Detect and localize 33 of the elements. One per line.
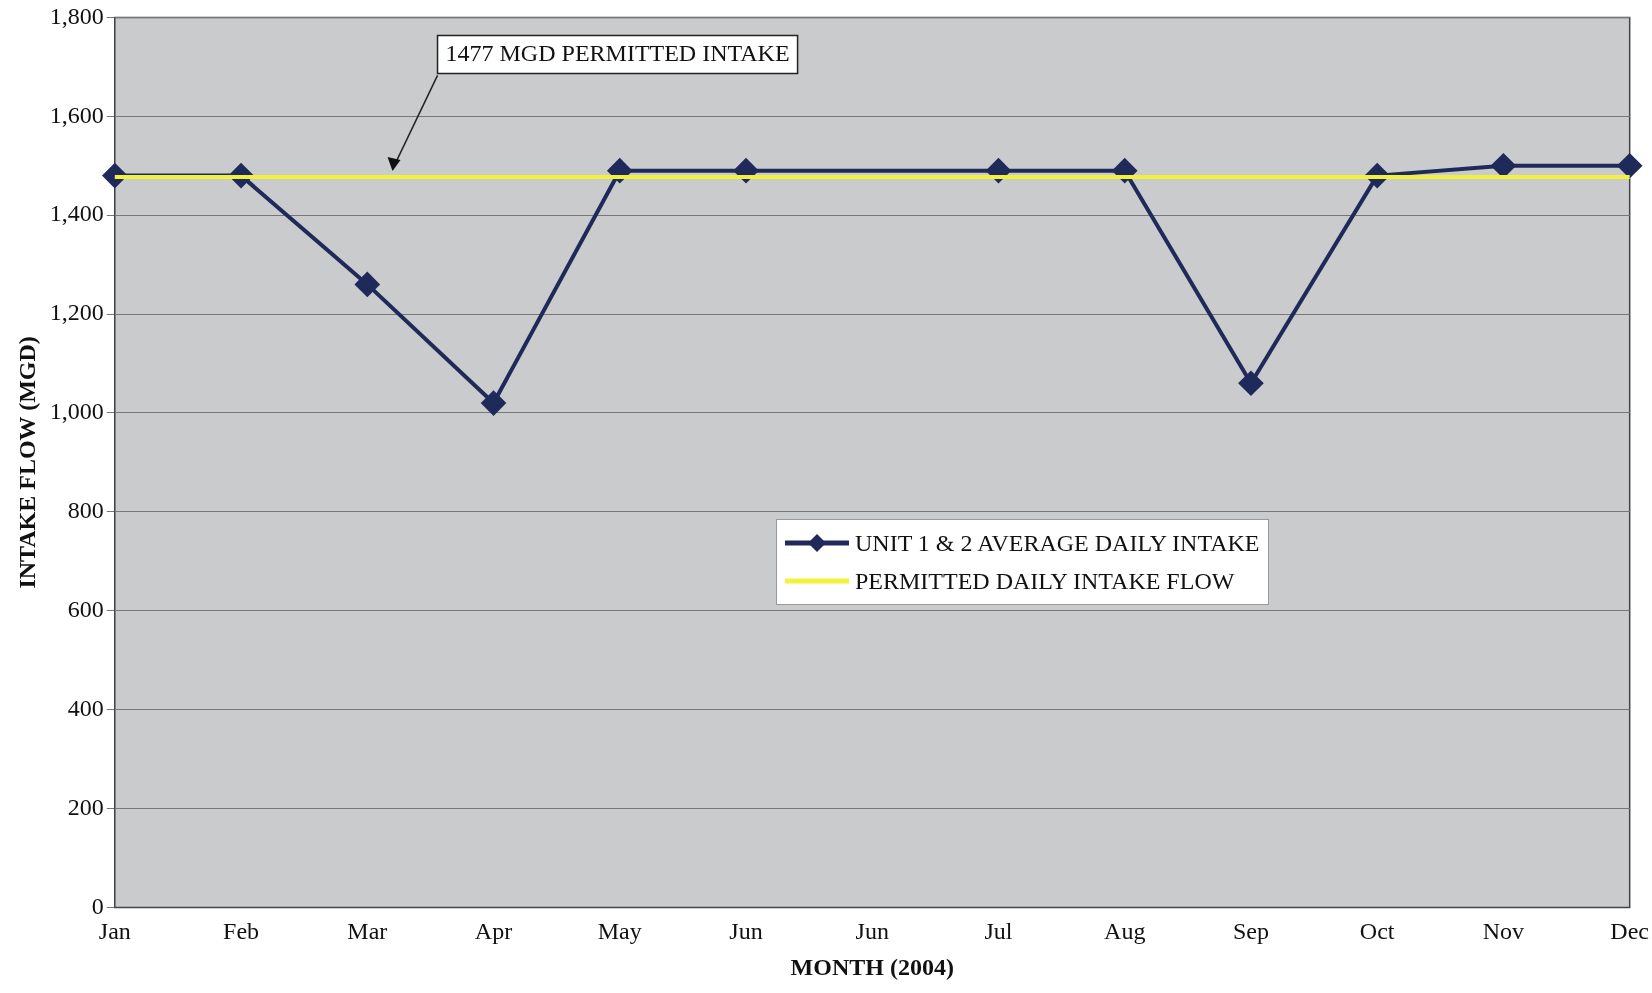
y-tick-label: 1,000 xyxy=(49,398,104,425)
x-tick-label: Jul xyxy=(984,918,1013,945)
x-tick-label: Dec xyxy=(1610,918,1649,945)
y-tick-label: 800 xyxy=(67,497,104,524)
x-axis-title: MONTH (2004) xyxy=(790,953,954,980)
legend-label: UNIT 1 & 2 AVERAGE DAILY INTAKE xyxy=(854,529,1260,557)
point xyxy=(355,272,380,297)
x-tick-label: Nov xyxy=(1482,918,1525,945)
annotation: 1477 MGD PERMITTED INTAKE xyxy=(445,39,790,66)
point xyxy=(1238,371,1263,396)
x-tick-label: Jun xyxy=(729,918,763,945)
point xyxy=(1617,153,1642,178)
x-tick-label: Jan xyxy=(98,918,131,945)
y-tick-label: 200 xyxy=(67,793,104,820)
y-tick-label: 400 xyxy=(67,694,104,721)
y-tick-label: 1,800 xyxy=(49,2,104,29)
y-tick-label: 1,200 xyxy=(49,299,104,326)
x-tick-label: May xyxy=(597,918,642,945)
y-tick-label: 1,600 xyxy=(49,101,104,128)
x-tick-label: Aug xyxy=(1104,918,1146,945)
y-axis-title: INTAKE FLOW (MGD) xyxy=(13,336,40,589)
y-tick-label: 1,400 xyxy=(49,200,104,227)
y-tick-label: 600 xyxy=(67,596,104,623)
x-tick-label: Apr xyxy=(474,918,513,945)
x-tick-label: Jun xyxy=(855,918,889,945)
point xyxy=(481,391,506,416)
point xyxy=(1491,153,1516,178)
x-tick-label: Sep xyxy=(1232,918,1269,945)
x-tick-label: Mar xyxy=(347,918,388,945)
x-tick-label: Oct xyxy=(1359,918,1395,945)
legend-label: PERMITTED DAILY INTAKE FLOW xyxy=(854,567,1235,595)
x-tick-label: Feb xyxy=(223,918,260,945)
y-tick-label: 0 xyxy=(91,892,104,919)
